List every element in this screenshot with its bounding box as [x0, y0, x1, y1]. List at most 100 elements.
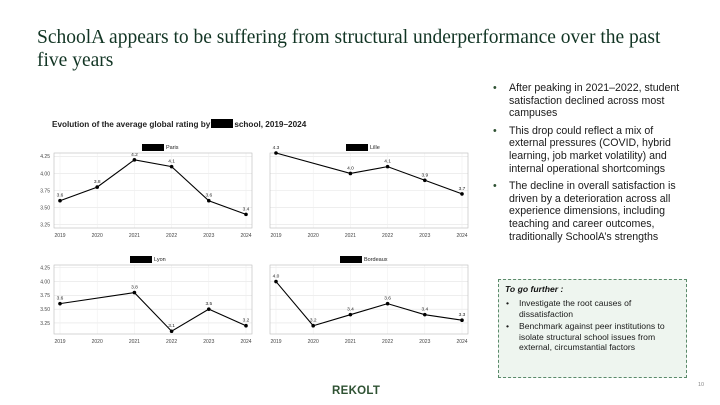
- y-tick-label: 3.75: [40, 293, 50, 299]
- y-tick-label: 4.00: [40, 279, 50, 285]
- series-line: [59, 292, 247, 332]
- finding-item: The decline in overall satisfaction is d…: [492, 180, 692, 243]
- x-tick-label: 2019: [54, 233, 65, 239]
- line-chart: 2019 2020 2021 2022 2023 2024 4.3 4.0 4.1 3.9 3.7: [269, 145, 469, 239]
- data-label: 3.6: [205, 193, 212, 199]
- page-number: 10: [698, 382, 705, 388]
- x-tick-label: 2021: [129, 233, 140, 239]
- further-list: Investigate the root causes of dissatisf…: [505, 298, 680, 353]
- x-tick-label: 2023: [203, 339, 214, 345]
- y-tick-label: 3.50: [40, 307, 50, 313]
- x-tick-label: 2020: [308, 339, 319, 345]
- data-point: [169, 329, 174, 334]
- panel-label-text: Lille: [370, 144, 380, 151]
- data-point: [244, 212, 248, 217]
- data-point: [348, 171, 353, 176]
- panel-label: Paris: [142, 144, 179, 151]
- data-point: [58, 301, 62, 306]
- x-tick-label: 2024: [240, 339, 251, 345]
- x-tick-label: 2024: [456, 233, 467, 239]
- chart-panel-paris: Paris 3.25 3.50 3.75 4.00 4.25 2019 2020 2021 202…: [30, 144, 258, 244]
- x-tick-label: 2023: [419, 339, 430, 345]
- x-tick-label: 2019: [54, 339, 65, 345]
- y-tick-label: 4.25: [40, 154, 50, 160]
- redaction-box: [211, 119, 234, 128]
- data-label: 3.6: [57, 296, 64, 302]
- x-tick-label: 2021: [129, 339, 140, 345]
- x-tick-label: 2022: [166, 233, 177, 239]
- x-tick-label: 2020: [308, 233, 319, 239]
- data-label: 3.7: [459, 186, 466, 192]
- data-label: 4.0: [273, 274, 280, 280]
- further-title: To go further :: [505, 284, 564, 294]
- data-label: 3.6: [57, 193, 64, 199]
- data-label: 3.2: [243, 318, 250, 324]
- data-point: [274, 151, 278, 155]
- chart-title-end: school, 2019–2024: [234, 120, 307, 129]
- x-tick-label: 2020: [92, 233, 103, 239]
- slide-title: SchoolA appears to be suffering from str…: [37, 27, 661, 71]
- chart-panel-lille: Lille 2019 2020 2021 2022 2023 2024 4.3 4.0 4.1 3.…: [262, 144, 474, 244]
- y-tick-label: 3.25: [40, 222, 50, 228]
- data-label: 3.4: [243, 206, 250, 212]
- line-chart: 3.25 3.50 3.75 4.00 4.25 2019 2020 2021 2022 2023…: [40, 264, 253, 345]
- data-point: [244, 323, 248, 328]
- panel-label: Lille: [346, 144, 380, 151]
- chart-panel-bordeaux: Bordeaux 2019 2020 2021 2022 2023 2024 4.0 3.2 3.…: [262, 256, 474, 350]
- plot-frame: [269, 264, 469, 335]
- data-point: [169, 164, 174, 169]
- y-tick-label: 3.25: [40, 321, 50, 327]
- x-tick-label: 2019: [270, 233, 281, 239]
- x-tick-label: 2023: [203, 233, 214, 239]
- redaction-box: [130, 256, 152, 263]
- redaction-box: [142, 144, 164, 151]
- further-item: Benchmark against peer institutions to i…: [505, 321, 680, 353]
- series-line: [59, 159, 247, 215]
- chart-title-start: Evolution of the average global rating b…: [52, 120, 211, 129]
- data-point: [460, 318, 464, 322]
- panel-label: Lyon: [130, 256, 166, 263]
- data-point: [95, 185, 99, 189]
- data-point: [460, 192, 464, 196]
- data-label: 3.9: [421, 172, 428, 178]
- x-tick-label: 2021: [345, 339, 356, 345]
- data-point: [132, 290, 137, 295]
- panel-label: Bordeaux: [340, 256, 388, 263]
- data-label: 3.8: [94, 179, 101, 185]
- data-point: [348, 312, 353, 317]
- brand-logo: REKOLT: [332, 385, 381, 397]
- plot-frame: [53, 152, 253, 229]
- data-label: 3.4: [347, 307, 354, 313]
- data-point: [132, 158, 137, 162]
- data-point: [423, 312, 427, 317]
- redaction-box: [346, 144, 368, 151]
- panel-label-text: Paris: [166, 144, 179, 151]
- y-tick-label: 3.50: [40, 205, 50, 211]
- data-label: 4.0: [347, 165, 354, 171]
- data-label: 4.1: [384, 159, 391, 165]
- data-point: [207, 307, 211, 311]
- data-label: 3.8: [131, 285, 138, 291]
- data-label: 4.1: [168, 159, 175, 165]
- panel-label-text: Lyon: [154, 256, 166, 263]
- y-tick-label: 4.25: [40, 266, 50, 272]
- finding-item: This drop could reflect a mix of externa…: [492, 125, 692, 175]
- further-item: Investigate the root causes of dissatisf…: [505, 298, 680, 319]
- plot-frame: [269, 152, 469, 229]
- x-tick-label: 2022: [166, 339, 177, 345]
- line-chart: 2019 2020 2021 2022 2023 2024 4.0 3.2 3.4 3.6 3.4 3…: [269, 264, 469, 345]
- plot-frame: [53, 264, 253, 335]
- y-tick-label: 4.00: [40, 171, 50, 177]
- data-label: 3.1: [168, 323, 175, 329]
- key-findings-list: After peaking in 2021–2022, student sati…: [492, 82, 692, 248]
- data-label: 3.3: [459, 312, 466, 318]
- data-point: [423, 178, 427, 183]
- finding-item: After peaking in 2021–2022, student sati…: [492, 82, 692, 120]
- further-box: To go further : Investigate the root cau…: [498, 279, 687, 378]
- data-label: 4.2: [131, 152, 138, 158]
- data-label: 3.2: [310, 318, 317, 324]
- y-tick-label: 3.75: [40, 188, 50, 194]
- data-point: [385, 164, 390, 169]
- x-tick-label: 2021: [345, 233, 356, 239]
- x-tick-label: 2022: [382, 339, 393, 345]
